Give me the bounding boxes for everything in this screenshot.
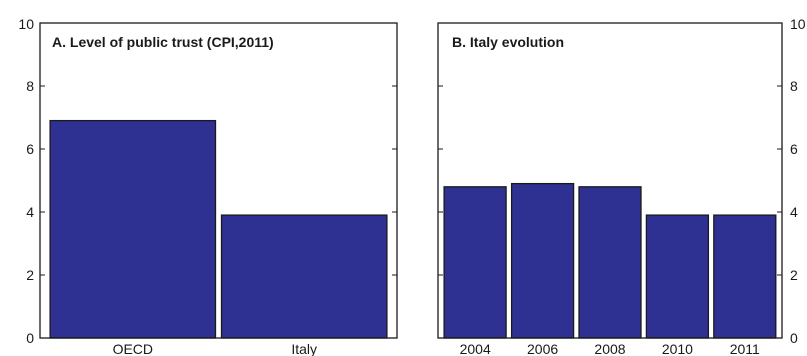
- panel-b-y-axis: 0 2 4 6 8 10: [438, 16, 806, 346]
- panel-b-frame: [437, 22, 783, 339]
- panel-b-x-tick-label: 2006: [527, 341, 558, 356]
- panel-b-bar-2008: [578, 186, 642, 339]
- panel-a-y-tick-label: 4: [26, 204, 34, 220]
- panel-a-y-tick-label: 0: [26, 330, 34, 346]
- panel-b-x-tick-label: 2004: [460, 341, 491, 356]
- panel-a-trust-level: A. Level of public trust (CPI,2011) 0 2 4 6…: [18, 16, 398, 356]
- panel-b-x-tick-label: 2008: [594, 341, 625, 356]
- panel-b-x-axis: 2004 2006 2008 2010 2011: [460, 341, 760, 356]
- panel-a-y-tick-label: 10: [18, 16, 34, 32]
- panel-b-y-tick-label: 10: [790, 16, 806, 32]
- panel-b-bar-2004: [443, 186, 507, 339]
- panel-a-x-tick-label: OECD: [113, 341, 153, 356]
- panel-b-x-tick-label: 2010: [662, 341, 693, 356]
- panel-a-y-tick-label: 6: [26, 141, 34, 157]
- panel-a-bar-oecd: [49, 119, 217, 339]
- panel-b-bar-2010: [645, 214, 710, 339]
- panel-a-y-tick-label: 8: [26, 78, 34, 94]
- panel-b-y-tick-label: 2: [790, 267, 798, 283]
- panel-a-frame: [39, 22, 398, 339]
- panel-b-y-tick-label: 4: [790, 204, 798, 220]
- panel-b-y-tick-label: 8: [790, 78, 798, 94]
- panel-b-bar-2011: [713, 214, 777, 339]
- panel-a-x-tick-label: Italy: [291, 341, 317, 356]
- panel-a-y-tick-label: 2: [26, 267, 34, 283]
- panel-a-bars: [49, 119, 388, 339]
- panel-b-y-tick-label: 6: [790, 141, 798, 157]
- panel-b-title: B. Italy evolution: [452, 34, 564, 50]
- panel-b-bars: [443, 182, 777, 339]
- panel-a-title: A. Level of public trust (CPI,2011): [52, 34, 274, 50]
- panel-b-y-tick-label: 0: [790, 330, 798, 346]
- panel-b-x-tick-label: 2011: [730, 341, 760, 356]
- panel-b-bar-2006: [510, 182, 575, 339]
- panel-a-x-axis: OECD Italy: [113, 341, 317, 356]
- panel-a-bar-italy: [220, 214, 388, 339]
